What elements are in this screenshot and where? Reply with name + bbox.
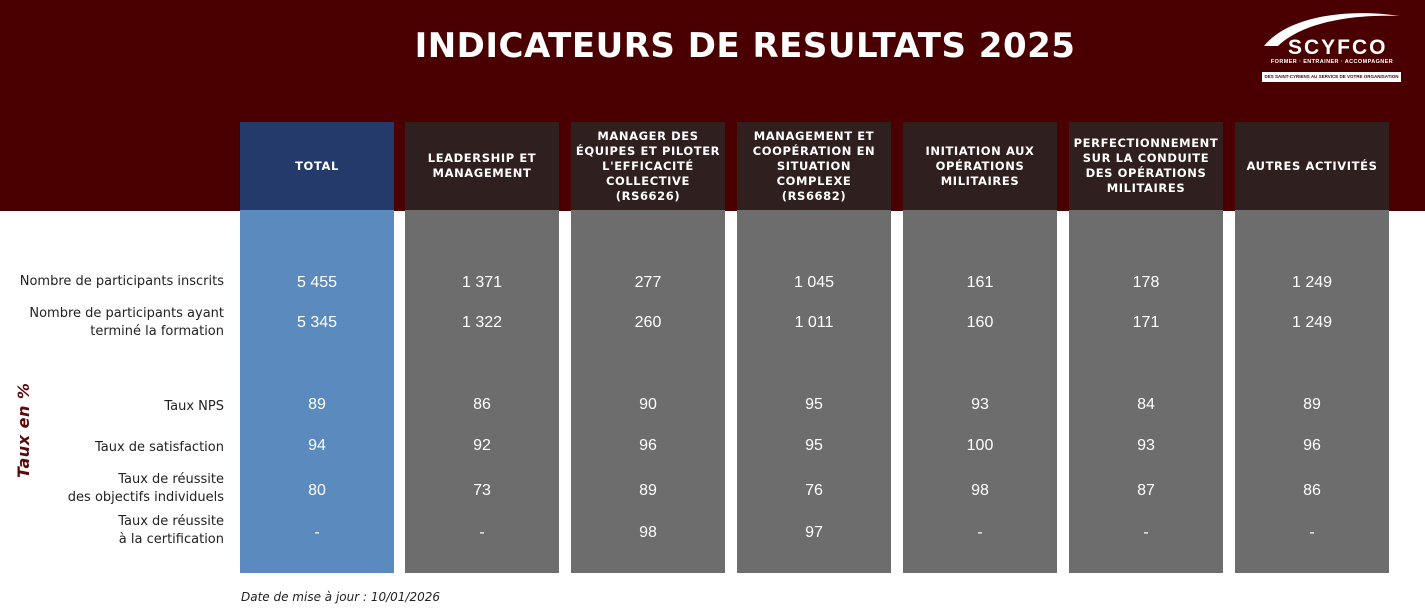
logo-subtagline: DES SAINT-CYRIENS AU SERVICE DE VOTRE OR… <box>1264 74 1399 79</box>
table-cell: 95 <box>805 396 823 413</box>
table-cell: 1 249 <box>1291 314 1333 331</box>
logo-swoosh-icon <box>1264 13 1400 46</box>
table-cell: 98 <box>971 482 989 499</box>
table-cell: 1 045 <box>793 274 835 291</box>
table-cell: 89 <box>308 396 326 413</box>
column-leadership: LEADERSHIP ET MANAGEMENT 1 371 1 322 86 92 73 - <box>405 122 559 573</box>
column-header-label: AUTRES ACTIVITÉS <box>1246 158 1378 173</box>
table-cell: - <box>1309 524 1315 541</box>
table-cell: 89 <box>1303 396 1321 413</box>
table-cell: 92 <box>473 437 491 454</box>
table-cell: 1 011 <box>794 314 834 331</box>
table-cell: 1 371 <box>461 274 503 291</box>
table-cell: 160 <box>966 314 994 331</box>
row-label-termine: Nombre de participants ayant terminé la f… <box>29 306 224 339</box>
table-cell: 94 <box>308 437 326 454</box>
table-cell: 93 <box>971 396 989 413</box>
row-label-objectifs: Taux de réussite des objectifs individuel… <box>67 472 224 505</box>
table-cell: 1 249 <box>1291 274 1333 291</box>
table-cell: 171 <box>1132 314 1160 331</box>
table-cell: 277 <box>634 274 662 291</box>
table-cell: 90 <box>639 396 657 413</box>
table-cell: 95 <box>805 437 823 454</box>
table-cell: 1 322 <box>461 314 503 331</box>
table-cell: 161 <box>966 274 994 291</box>
column-perfectionnement: PERFECTIONNEMENT SUR LA CONDUITE DES OPÉRA… <box>1069 122 1223 573</box>
table-cell: 93 <box>1137 437 1155 454</box>
column-initiation: INITIATION AUX OPÉRATIONS MILITAIRES 161 160… <box>903 122 1057 573</box>
column-header-label: TOTAL <box>295 158 339 173</box>
logo-name: SCYFCO <box>1288 36 1388 59</box>
column-header: INITIATION AUX OPÉRATIONS MILITAIRES <box>903 122 1057 210</box>
table-cell: 86 <box>1303 482 1321 499</box>
column-manager-rs6626: MANAGER DES ÉQUIPES ET PILOTER L'EFFICACIT… <box>571 122 725 573</box>
table-cell: 89 <box>639 482 657 499</box>
table-cell: 178 <box>1132 274 1160 291</box>
column-header: MANAGER DES ÉQUIPES ET PILOTER L'EFFICACIT… <box>571 122 725 210</box>
column-header: PERFECTIONNEMENT SUR LA CONDUITE DES OPÉRA… <box>1069 122 1223 210</box>
table-cell: 5 455 <box>296 274 338 291</box>
table-cell: 97 <box>805 524 823 541</box>
table-cell: 5 345 <box>296 314 338 331</box>
table-cell: 260 <box>634 314 662 331</box>
column-header-label: MANAGER DES ÉQUIPES ET PILOTER L'EFFICACIT… <box>575 128 721 203</box>
column-header-label: PERFECTIONNEMENT SUR LA CONDUITE DES OPÉRA… <box>1073 136 1219 195</box>
column-header-label: MANAGEMENT ET COOPÉRATION EN SITUATION COMP… <box>752 128 876 203</box>
row-label-satisfaction: Taux de satisfaction <box>94 440 224 455</box>
side-label: Taux en % <box>14 382 33 478</box>
table-cell: 76 <box>805 482 823 499</box>
page-title: INDICATEURS DE RESULTATS 2025 <box>414 26 1076 66</box>
row-label-certification: Taux de réussite à la certification <box>118 514 224 547</box>
table-cell: 73 <box>473 482 491 499</box>
logo-bar <box>1262 72 1401 82</box>
column-header: LEADERSHIP ET MANAGEMENT <box>405 122 559 210</box>
table-cell: - <box>314 524 320 541</box>
column-header-label: LEADERSHIP ET MANAGEMENT <box>427 151 537 180</box>
column-management-rs6682: MANAGEMENT ET COOPÉRATION EN SITUATION COMP… <box>737 122 891 573</box>
table-cell: 100 <box>966 437 994 454</box>
table-cell: 80 <box>308 482 326 499</box>
column-total: TOTAL 5 455 5 345 89 94 80 - <box>240 122 394 573</box>
logo-tagline: FORMER · ENTRAINER · ACCOMPAGNER <box>1270 59 1394 65</box>
table-cell: 86 <box>473 396 491 413</box>
column-header: TOTAL <box>240 122 394 210</box>
column-header: MANAGEMENT ET COOPÉRATION EN SITUATION COMP… <box>737 122 891 210</box>
column-autres: AUTRES ACTIVITÉS 1 249 1 249 89 96 86 - <box>1235 122 1389 573</box>
table-cell: - <box>479 524 485 541</box>
table-cell: - <box>977 524 983 541</box>
scyfco-logo: SCYFCO FORMER · ENTRAINER · ACCOMPAGNER … <box>1258 10 1404 84</box>
update-date: Date de mise à jour : 10/01/2026 <box>241 590 441 604</box>
table-cell: 84 <box>1137 396 1155 413</box>
column-header: AUTRES ACTIVITÉS <box>1235 122 1389 210</box>
row-label-inscrits: Nombre de participants inscrits <box>19 274 224 289</box>
table-cell: - <box>1143 524 1149 541</box>
table-cell: 87 <box>1137 482 1155 499</box>
row-label-nps: Taux NPS <box>164 399 224 414</box>
table-cell: 98 <box>639 524 657 541</box>
table-cell: 96 <box>1303 437 1321 454</box>
table-cell: 96 <box>639 437 657 454</box>
column-header-label: INITIATION AUX OPÉRATIONS MILITAIRES <box>925 143 1035 188</box>
